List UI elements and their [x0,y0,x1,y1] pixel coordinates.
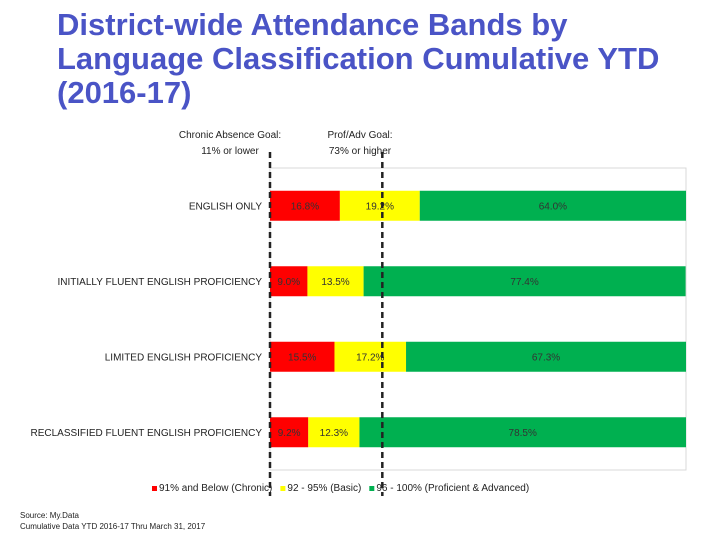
source-note: Source: My.Data Cumulative Data YTD 2016… [20,510,205,532]
category-label-1: ENGLISH ONLY [189,201,262,212]
chronic-goal-line1: Chronic Absence Goal: [178,130,282,141]
data-label-3-2: 77.4% [510,277,538,288]
legend-swatch-2 [280,486,286,491]
bar-segment-3-3 [406,341,686,372]
bar-segment-3-2 [363,266,686,297]
prof-goal-line2: 73% or higher [328,146,392,157]
bar-segment-3-4 [359,417,686,448]
plot-area [269,167,687,471]
data-label-3-1: 64.0% [539,201,567,212]
data-label-1-2: 9.0% [277,277,300,288]
category-label-3: LIMITED ENGLISH PROFICIENCY [105,352,263,363]
bar-segment-2-2 [307,266,364,297]
data-label-3-3: 67.3% [532,352,560,363]
prof-goal-line1: Prof/Adv Goal: [327,130,393,141]
data-label-3-4: 78.5% [509,428,537,439]
prof-adv-goal-label: Prof/Adv Goal: 73% or higher [305,128,415,160]
chronic-goal-line2: 11% or lower [201,146,259,157]
chronic-absence-goal-label: Chronic Absence Goal: 11% or lower [170,128,290,160]
bar-segment-1-3 [270,341,335,372]
bar-segment-1-4 [270,417,309,448]
data-label-2-2: 13.5% [321,277,349,288]
legend-label-3: 96 - 100% (Proficient & Advanced) [376,483,529,494]
category-label-4: RECLASSIFIED FLUENT ENGLISH PROFICIENCY [30,428,262,439]
bar-segment-2-1 [339,190,420,221]
bar-segment-1-2 [270,266,308,297]
bar-segment-1-1 [270,190,340,221]
legend-label-1: 91% and Below (Chronic) [159,483,272,494]
data-label-2-1: 19.2% [366,201,394,212]
data-label-1-4: 9.2% [278,428,301,439]
legend-label-2: 92 - 95% (Basic) [287,483,361,494]
data-label-2-3: 17.2% [356,352,384,363]
data-label-1-1: 16.8% [291,201,319,212]
category-label-2: INITIALLY FLUENT ENGLISH PROFICIENCY [58,277,263,288]
source-line2: Cumulative Data YTD 2016-17 Thru March 3… [20,522,206,531]
bar-segment-3-1 [419,190,686,221]
legend-swatch-1 [152,486,157,491]
legend-swatch-3 [369,486,375,491]
source-line1: Source: My.Data [20,511,79,520]
bar-segment-2-4 [308,417,360,448]
data-label-2-4: 12.3% [320,428,348,439]
data-label-1-3: 15.5% [288,352,316,363]
bar-segment-2-3 [334,341,407,372]
chart-title: District-wide Attendance Bands by Langua… [57,7,660,110]
